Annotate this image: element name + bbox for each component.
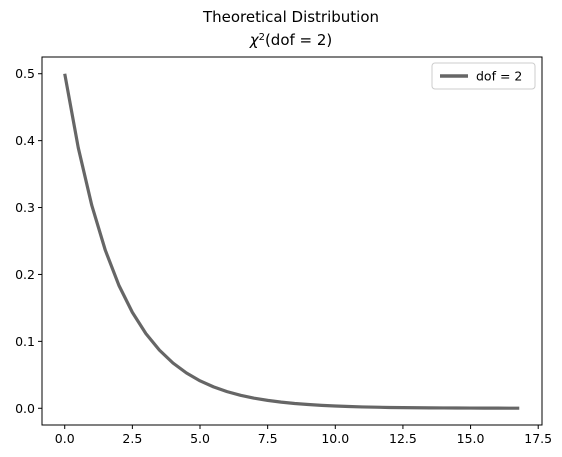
legend-label: dof = 2 bbox=[476, 69, 522, 84]
subtitle-superscript: 2 bbox=[259, 32, 265, 43]
plot-series bbox=[63, 73, 520, 410]
series-line bbox=[63, 73, 520, 410]
x-tick-label: 15.0 bbox=[457, 431, 485, 446]
y-tick-label: 0.0 bbox=[15, 401, 35, 416]
y-tick-label: 0.4 bbox=[15, 133, 35, 148]
x-tick-label: 2.5 bbox=[122, 431, 142, 446]
x-tick-label: 5.0 bbox=[190, 431, 210, 446]
x-tick-label: 12.5 bbox=[389, 431, 417, 446]
x-tick-label: 17.5 bbox=[524, 431, 552, 446]
subtitle-prefix: χ bbox=[249, 31, 260, 49]
subtitle-body: (dof = 2) bbox=[265, 31, 332, 49]
chart-title: Theoretical Distribution bbox=[202, 8, 379, 26]
plot-frame bbox=[41, 56, 543, 426]
x-tick-label: 7.5 bbox=[258, 431, 278, 446]
y-tick-label: 0.3 bbox=[15, 200, 35, 215]
y-tick-label: 0.5 bbox=[15, 66, 35, 81]
axis-ticks: 0.0 2.5 5.0 7.5 10.0 12.5 15.0 17.5 0.0 0.1 0.2 0.3… bbox=[15, 66, 552, 446]
legend: dof = 2 bbox=[431, 62, 536, 90]
chart-subtitle: χ2(dof = 2) bbox=[249, 31, 333, 49]
y-tick-label: 0.1 bbox=[15, 334, 35, 349]
legend-box bbox=[431, 62, 536, 90]
y-tick-label: 0.2 bbox=[15, 267, 35, 282]
x-tick-label: 0.0 bbox=[55, 431, 75, 446]
x-tick-label: 10.0 bbox=[321, 431, 349, 446]
